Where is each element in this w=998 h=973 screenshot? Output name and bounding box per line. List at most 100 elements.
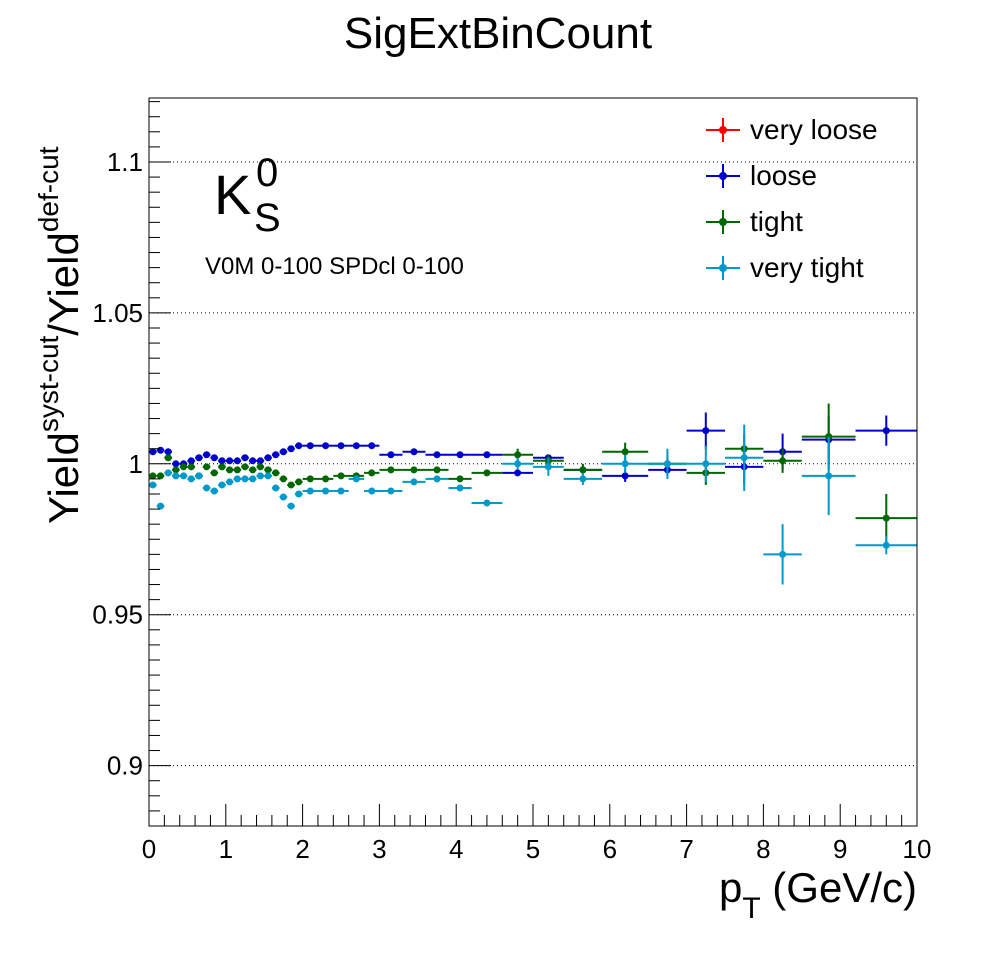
data-point — [226, 478, 234, 486]
data-point — [825, 472, 833, 480]
x-tick-label: 6 — [603, 834, 617, 864]
legend-marker-dot — [719, 218, 727, 226]
legend-marker-dot — [719, 264, 727, 272]
data-point — [368, 469, 376, 477]
data-point — [249, 475, 257, 483]
particle-label-base: K — [214, 163, 251, 226]
y-axis: 0.9 0.95 1 1.05 1.1 — [92, 101, 171, 827]
x-axis: 0 1 2 3 4 5 6 7 8 9 10 — [142, 804, 932, 864]
data-point — [387, 451, 395, 459]
data-point — [433, 451, 441, 459]
data-point — [157, 502, 165, 510]
data-points-layer — [149, 403, 917, 585]
data-point — [172, 466, 180, 474]
legend-item: very loose — [706, 114, 878, 145]
data-point — [233, 466, 241, 474]
data-point — [368, 487, 376, 495]
data-point — [456, 475, 464, 483]
data-point — [352, 442, 360, 450]
data-point — [322, 487, 330, 495]
data-point — [187, 463, 195, 471]
y-axis-label-num: Yield — [40, 432, 87, 524]
data-point — [203, 451, 211, 459]
data-point — [322, 475, 330, 483]
data-point — [306, 487, 314, 495]
x-tick-label: 7 — [679, 834, 693, 864]
x-axis-label-rest: (GeV/c) — [761, 864, 917, 911]
data-point — [195, 472, 203, 480]
data-point — [322, 442, 330, 450]
data-point — [544, 463, 552, 471]
data-point — [187, 457, 195, 465]
data-point — [368, 442, 376, 450]
data-point — [579, 466, 587, 474]
data-point — [456, 484, 464, 492]
y-tick-label: 0.95 — [92, 600, 143, 630]
data-point — [279, 475, 287, 483]
data-point — [882, 541, 890, 549]
series-loose — [149, 412, 917, 485]
data-point — [226, 457, 234, 465]
data-point — [203, 463, 211, 471]
data-point — [249, 457, 257, 465]
data-point — [203, 484, 211, 492]
legend-label: very tight — [750, 252, 864, 283]
data-point — [337, 442, 345, 450]
x-tick-label: 4 — [449, 834, 463, 864]
x-tick-label: 8 — [756, 834, 770, 864]
data-point — [295, 442, 303, 450]
data-point — [210, 469, 218, 477]
data-point — [483, 451, 491, 459]
legend-label: tight — [750, 206, 803, 237]
x-tick-label: 10 — [903, 834, 932, 864]
data-point — [149, 472, 157, 480]
particle-label: K — [214, 163, 251, 226]
data-point — [514, 451, 522, 459]
data-point — [241, 463, 249, 471]
data-point — [241, 475, 249, 483]
particle-label-sup: 0 — [256, 151, 278, 195]
x-tick-label: 3 — [372, 834, 386, 864]
data-point — [264, 466, 272, 474]
y-tick-label: 0.9 — [107, 751, 143, 781]
data-point — [352, 475, 360, 483]
y-tick-label: 1.05 — [92, 298, 143, 328]
data-point — [882, 427, 890, 435]
data-point — [172, 460, 180, 468]
data-point — [180, 472, 188, 480]
data-point — [779, 457, 787, 465]
data-point — [621, 460, 629, 468]
x-tick-label: 1 — [219, 834, 233, 864]
y-tick-label: 1 — [129, 449, 143, 479]
data-point — [483, 469, 491, 477]
y-axis-label-num-sup: syst-cut — [33, 335, 64, 432]
data-point — [249, 466, 257, 474]
data-point — [279, 448, 287, 456]
x-tick-label: 2 — [295, 834, 309, 864]
x-tick-label: 5 — [526, 834, 540, 864]
y-axis-label: Yieldsyst-cut/Yielddef-cut — [33, 146, 87, 524]
x-tick-label: 9 — [833, 834, 847, 864]
data-point — [149, 481, 157, 489]
data-point — [410, 466, 418, 474]
x-axis-label-sub: T — [742, 892, 760, 925]
y-axis-label-slash: / — [40, 324, 87, 336]
data-point — [172, 472, 180, 480]
data-point — [387, 466, 395, 474]
data-point — [264, 454, 272, 462]
legend-label: loose — [750, 160, 817, 191]
data-point — [233, 475, 241, 483]
particle-label-sub: S — [254, 196, 281, 240]
data-point — [621, 448, 629, 456]
data-point — [287, 445, 295, 453]
y-axis-label-den: Yield — [40, 232, 87, 324]
data-point — [157, 472, 165, 480]
data-point — [387, 487, 395, 495]
data-point — [210, 454, 218, 462]
data-point — [295, 478, 303, 486]
data-point — [187, 475, 195, 483]
data-point — [456, 451, 464, 459]
data-point — [218, 463, 226, 471]
data-point — [164, 469, 172, 477]
data-point — [164, 454, 172, 462]
